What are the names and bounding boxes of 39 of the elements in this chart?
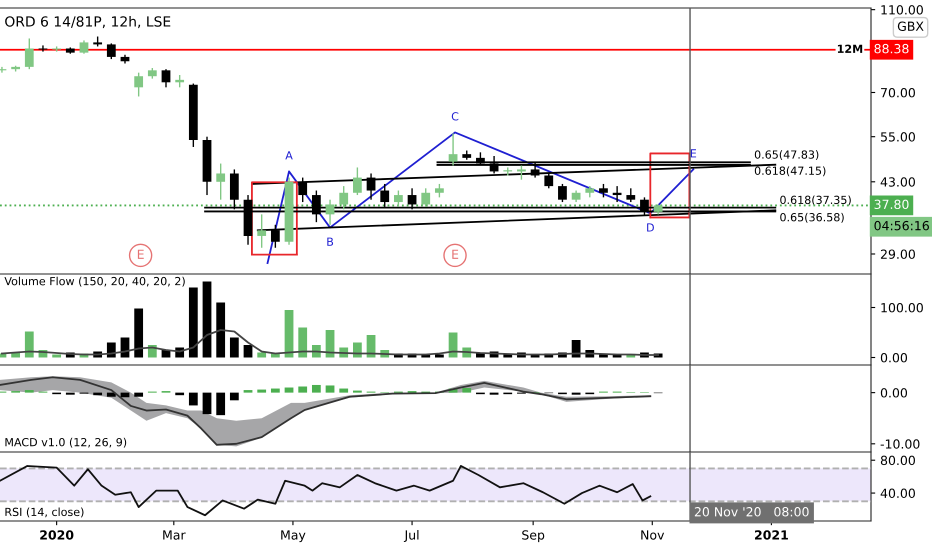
y-tick-label: 80.00 <box>880 456 915 466</box>
y-tick-label: 43.00 <box>880 177 915 187</box>
y-tick-label: 70.00 <box>881 88 915 98</box>
x-tick-label: Jul <box>404 530 418 542</box>
y-tick-label: 55.00 <box>880 132 915 142</box>
x-tick-label: 2021 <box>754 530 788 540</box>
ref-line-label: 37.80 <box>874 200 909 210</box>
y-tick-label: -10.00 <box>880 439 920 449</box>
chart-title: ORD 6 14/81P, 12h, LSE <box>5 16 170 28</box>
annotation: E <box>138 250 144 259</box>
data-label: 0.65(36.58) <box>780 212 844 223</box>
ref-line-label: 20 Nov '20 08:00 <box>694 507 809 517</box>
data-label: 0.65(47.83) <box>754 150 818 160</box>
text: MACD v1.0 (12, 26, 9) <box>5 438 126 448</box>
data-label: 0.618(37.35) <box>780 195 851 206</box>
y-tick-label: 29.00 <box>880 249 915 259</box>
y-tick-label: 0.00 <box>880 388 908 398</box>
data-label: B <box>327 238 334 246</box>
annotation: E <box>452 250 458 259</box>
ref-line-label: 88.38 <box>874 44 909 54</box>
x-tick-label: May <box>281 530 306 542</box>
chart-title: Volume Flow (150, 20, 40, 20, 2) <box>4 276 185 287</box>
x-tick-label: Mar <box>163 530 186 540</box>
x-tick-label: 2020 <box>40 530 74 540</box>
x-tick-label: Nov <box>641 530 664 540</box>
x-tick-label: Sep <box>522 530 544 542</box>
data-label: 0.618(47.15) <box>754 166 826 176</box>
y-tick-label: 110.00 <box>881 5 923 15</box>
data-label: C <box>452 112 458 121</box>
text: GBX <box>898 22 924 31</box>
y-tick-label: 40.00 <box>880 488 915 498</box>
y-tick-label: 0.00 <box>880 352 908 362</box>
data-label: D <box>647 223 654 232</box>
annotation: 12M <box>838 44 862 53</box>
text: 04:56:16 <box>874 220 929 230</box>
data-label: E <box>690 149 696 158</box>
text: RSI (14, close) <box>5 507 84 518</box>
y-tick-label: 100.00 <box>881 302 923 312</box>
data-label: A <box>285 151 293 160</box>
